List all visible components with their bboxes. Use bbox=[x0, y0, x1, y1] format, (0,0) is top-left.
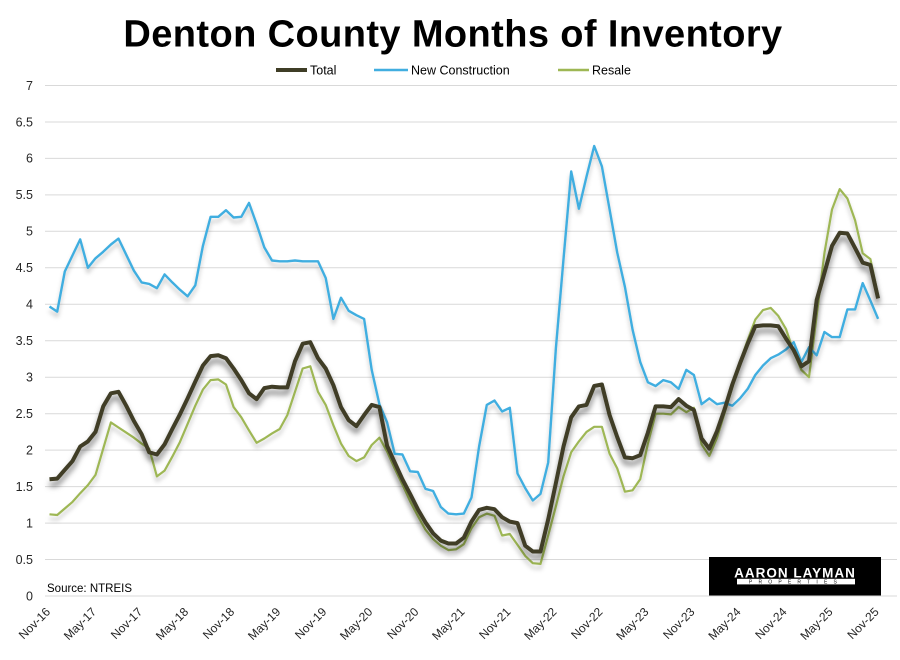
svg-text:1.5: 1.5 bbox=[16, 480, 33, 494]
svg-text:6: 6 bbox=[26, 152, 33, 166]
svg-text:1: 1 bbox=[26, 516, 33, 530]
svg-text:Denton County Months of Invent: Denton County Months of Inventory bbox=[123, 14, 782, 56]
svg-text:3: 3 bbox=[26, 371, 33, 385]
svg-text:2.5: 2.5 bbox=[16, 407, 33, 421]
svg-text:5: 5 bbox=[26, 225, 33, 239]
svg-text:3.5: 3.5 bbox=[16, 334, 33, 348]
svg-text:7: 7 bbox=[26, 79, 33, 93]
svg-text:Source: NTREIS: Source: NTREIS bbox=[47, 583, 132, 595]
svg-text:AARON LAYMAN: AARON LAYMAN bbox=[734, 566, 856, 581]
svg-text:4.5: 4.5 bbox=[16, 261, 33, 275]
svg-text:0: 0 bbox=[26, 589, 33, 603]
svg-text:5.5: 5.5 bbox=[16, 188, 33, 202]
svg-text:6.5: 6.5 bbox=[16, 115, 33, 129]
svg-text:PROPERTIES: PROPERTIES bbox=[749, 580, 843, 586]
svg-text:Total: Total bbox=[310, 64, 336, 78]
svg-text:2: 2 bbox=[26, 443, 33, 457]
svg-text:Resale: Resale bbox=[592, 64, 631, 78]
svg-text:4: 4 bbox=[26, 298, 33, 312]
svg-text:0.5: 0.5 bbox=[16, 553, 33, 567]
svg-text:New Construction: New Construction bbox=[411, 64, 510, 78]
